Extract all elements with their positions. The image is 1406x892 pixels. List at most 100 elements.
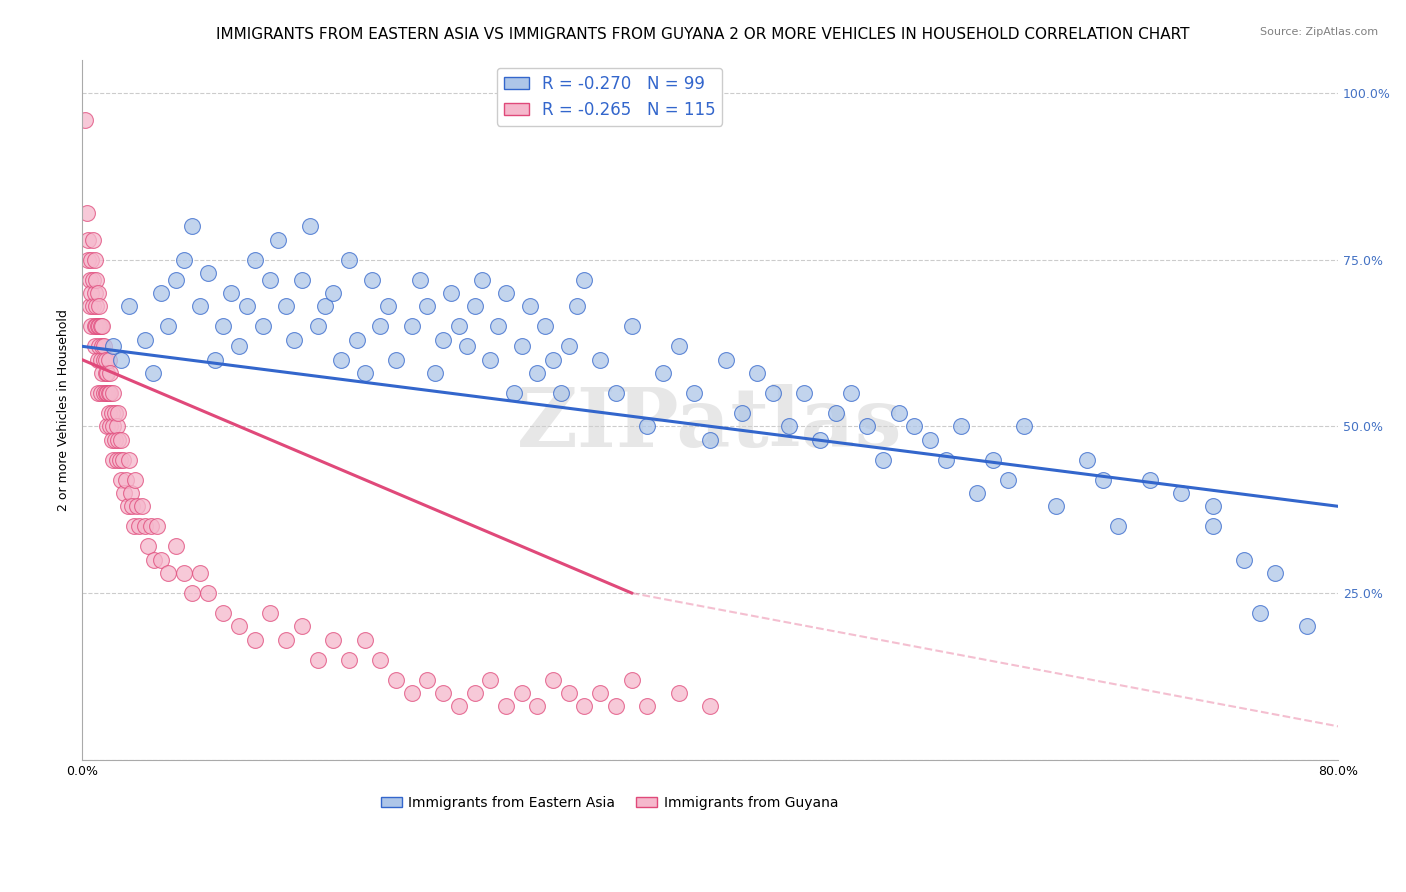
Point xyxy=(110,473,132,487)
Point xyxy=(212,319,235,334)
Point xyxy=(118,299,141,313)
Point xyxy=(134,333,156,347)
Point xyxy=(793,386,815,401)
Point xyxy=(79,272,101,286)
Point xyxy=(80,285,103,300)
Text: Source: ZipAtlas.com: Source: ZipAtlas.com xyxy=(1260,27,1378,37)
Point xyxy=(84,272,107,286)
Point xyxy=(83,285,105,300)
Point xyxy=(142,366,165,380)
Point xyxy=(668,686,690,700)
Point xyxy=(495,285,517,300)
Point xyxy=(935,452,957,467)
Point xyxy=(479,673,502,687)
Point xyxy=(699,433,721,447)
Point xyxy=(259,606,281,620)
Point xyxy=(714,352,737,367)
Point xyxy=(510,339,533,353)
Point xyxy=(1201,519,1223,533)
Point xyxy=(1170,486,1192,500)
Point xyxy=(149,552,172,566)
Point xyxy=(1249,606,1271,620)
Point xyxy=(1107,519,1129,533)
Point xyxy=(565,299,588,313)
Point xyxy=(636,699,658,714)
Point xyxy=(121,500,143,514)
Point xyxy=(90,319,112,334)
Point xyxy=(76,206,98,220)
Point xyxy=(91,339,114,353)
Point xyxy=(93,352,115,367)
Point xyxy=(401,319,423,334)
Point xyxy=(699,699,721,714)
Point xyxy=(322,285,344,300)
Text: ZIPatlas: ZIPatlas xyxy=(517,384,903,464)
Point xyxy=(97,386,120,401)
Point xyxy=(440,285,463,300)
Point xyxy=(173,252,195,267)
Point xyxy=(1264,566,1286,580)
Point xyxy=(526,699,548,714)
Point xyxy=(346,333,368,347)
Point xyxy=(276,632,298,647)
Point xyxy=(252,319,274,334)
Point xyxy=(377,299,399,313)
Point xyxy=(558,686,581,700)
Point xyxy=(125,500,148,514)
Point xyxy=(291,619,314,633)
Point xyxy=(291,272,314,286)
Point xyxy=(337,653,360,667)
Point xyxy=(730,406,752,420)
Point xyxy=(385,352,408,367)
Point xyxy=(149,285,172,300)
Point xyxy=(620,673,643,687)
Point xyxy=(267,233,290,247)
Point xyxy=(110,352,132,367)
Point xyxy=(89,299,111,313)
Point xyxy=(574,272,596,286)
Point xyxy=(93,339,115,353)
Point xyxy=(361,272,384,286)
Point xyxy=(432,333,454,347)
Point xyxy=(605,386,627,401)
Point xyxy=(416,673,439,687)
Point xyxy=(314,299,336,313)
Point xyxy=(872,452,894,467)
Point xyxy=(778,419,800,434)
Point xyxy=(259,272,281,286)
Point xyxy=(322,632,344,647)
Point xyxy=(534,319,557,334)
Point xyxy=(558,339,581,353)
Point xyxy=(298,219,321,234)
Point xyxy=(110,433,132,447)
Point xyxy=(668,339,690,353)
Point xyxy=(83,339,105,353)
Point xyxy=(122,519,145,533)
Point xyxy=(447,319,470,334)
Point xyxy=(124,473,146,487)
Point xyxy=(243,632,266,647)
Point xyxy=(131,500,153,514)
Point xyxy=(447,699,470,714)
Point xyxy=(541,352,564,367)
Point xyxy=(307,653,329,667)
Point xyxy=(589,352,612,367)
Point xyxy=(82,233,104,247)
Point xyxy=(90,386,112,401)
Point xyxy=(94,352,117,367)
Point xyxy=(105,452,128,467)
Point xyxy=(117,500,139,514)
Text: IMMIGRANTS FROM EASTERN ASIA VS IMMIGRANTS FROM GUYANA 2 OR MORE VEHICLES IN HOU: IMMIGRANTS FROM EASTERN ASIA VS IMMIGRAN… xyxy=(217,27,1189,42)
Point xyxy=(83,319,105,334)
Point xyxy=(91,366,114,380)
Point xyxy=(173,566,195,580)
Point xyxy=(236,299,259,313)
Point xyxy=(408,272,430,286)
Point xyxy=(464,686,486,700)
Point xyxy=(495,699,517,714)
Point xyxy=(89,339,111,353)
Point xyxy=(128,519,150,533)
Point xyxy=(107,433,129,447)
Point xyxy=(589,686,612,700)
Point xyxy=(385,673,408,687)
